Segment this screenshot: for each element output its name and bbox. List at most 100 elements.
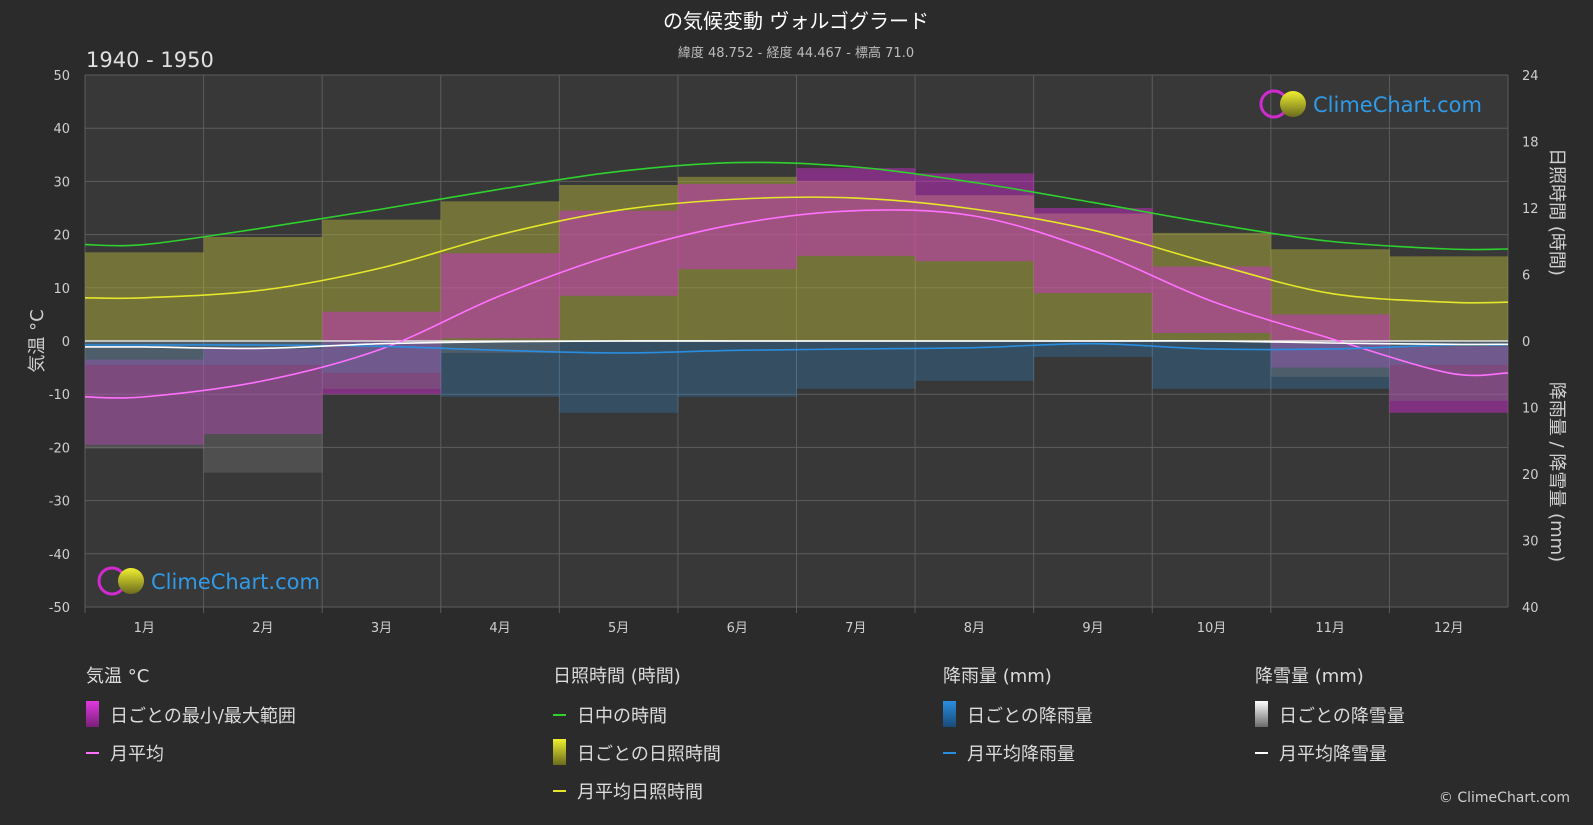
logo-sun-icon [118,568,144,594]
data-bands [85,168,1508,473]
left-tick-label: 30 [53,175,70,190]
left-tick-label: -40 [49,548,70,563]
right-top-tick-label: 24 [1522,69,1539,84]
right-top-tick-label: 18 [1522,136,1539,151]
left-tick-label: -10 [49,388,70,403]
legend-item-label: 日中の時間 [577,706,667,727]
legend-item-label: 月平均降雪量 [1279,744,1387,765]
right-top-tick-label: 6 [1522,269,1530,284]
left-tick-label: -20 [49,441,70,456]
left-tick-label: 0 [62,335,70,350]
logo-text: ClimeChart.com [151,570,320,594]
copyright: © ClimeChart.com [1439,790,1570,806]
snow-swatch-icon [1255,701,1268,727]
legend-item-label: 日ごとの最小/最大範囲 [110,706,296,727]
temp-mean-line [85,209,1508,399]
rain-swatch-icon [943,701,956,727]
left-tick-label: -30 [49,495,70,510]
temp-range-column [322,311,442,395]
temp-range-column [796,168,916,256]
sunshine-band-column [915,195,1035,341]
legend-group-header: 降雨量 (mm) [943,666,1052,687]
legend-item-label: 日ごとの降雨量 [967,706,1093,727]
legend-item-label: 月平均降雨量 [967,744,1075,765]
rain-mean-line [85,342,1508,354]
right-bottom-tick-label: 40 [1522,601,1539,616]
x-tick-label: 6月 [727,621,748,636]
rain-column [1152,341,1272,389]
x-tick-label: 12月 [1434,621,1464,636]
left-tick-label: -50 [49,601,70,616]
logo-sun-icon [1280,91,1306,117]
chart-subtitle: 緯度 48.752 - 経度 44.467 - 標高 71.0 [678,45,914,61]
sunshine-band-column [796,180,916,341]
x-tick-label: 5月 [608,621,629,636]
legend-group-header: 降雪量 (mm) [1255,666,1364,687]
sunshine-mean-line [85,196,1508,304]
x-tick-label: 10月 [1197,621,1227,636]
x-tick-label: 8月 [964,621,985,636]
legend-group-header: 気温 °C [86,666,149,687]
right-bottom-tick-label: 10 [1522,402,1539,417]
left-tick-label: 20 [53,229,70,244]
right-top-tick-label: 12 [1522,202,1539,217]
data-lines [85,161,1508,399]
right-bottom-tick-label: 20 [1522,468,1539,483]
logo-text: ClimeChart.com [1313,93,1482,117]
x-tick-label: 2月 [252,621,273,636]
axis-ticks: 50 40 30 20 10 0 -10 -20 -30 -40 -50 24 18 12 6 0 10 20 30… [49,69,1539,636]
right-bottom-tick-label: 30 [1522,535,1539,550]
daylight-line [85,161,1508,251]
sunshine-band-column [1270,249,1390,341]
temp-range-swatch-icon [86,701,99,727]
legend-group-header: 日照時間 (時間) [553,666,681,687]
right-top-tick-label: 0 [1522,335,1530,350]
chart-title: の気候変動 ヴォルゴグラード [663,9,929,33]
sunshine-band-column [1389,256,1508,341]
x-tick-label: 11月 [1315,621,1345,636]
y-axis-left-label: 気温 °C [27,309,48,372]
x-tick-label: 3月 [371,621,392,636]
snow-column [203,341,323,473]
temp-range-column [85,359,205,445]
logo-bottom: ClimeChart.com [97,566,320,596]
sunshine-band-column [203,236,323,341]
sunshine-swatch-icon [553,739,566,765]
temp-range-column [203,348,323,435]
logo-top: ClimeChart.com [1259,89,1482,119]
x-tick-label: 1月 [134,621,155,636]
snow-column [440,341,560,353]
legend-item-label: 日ごとの日照時間 [577,744,721,765]
snow-column [85,341,205,449]
sunshine-band-column [677,176,797,341]
temp-range-column [1152,266,1272,334]
snow-column [1389,341,1508,401]
legend-item-label: 月平均 [110,744,164,765]
temp-range-column [915,173,1035,262]
left-tick-label: 50 [53,69,70,84]
x-tick-label: 7月 [845,621,866,636]
y-axis-right-bottom-label: 降雨量 / 降雪量 (mm) [1546,382,1567,562]
sunshine-band-column [322,219,442,341]
y-axis-right-top-label: 日照時間 (時間) [1546,148,1567,276]
left-tick-label: 10 [53,282,70,297]
legend-item-label: 日ごとの降雪量 [1279,706,1405,727]
x-tick-label: 9月 [1082,621,1103,636]
sunshine-band-column [1152,232,1272,341]
x-tick-label: 4月 [489,621,510,636]
snow-column [1270,341,1390,377]
legend-item-label: 月平均日照時間 [577,782,703,803]
period-label: 1940 - 1950 [86,48,214,72]
rain-column [1389,341,1508,365]
temp-range-column [1389,346,1508,413]
sunshine-band-column [559,184,679,341]
sunshine-band-column [1033,213,1153,341]
snow-mean-line [85,340,1508,350]
left-tick-label: 40 [53,122,70,137]
